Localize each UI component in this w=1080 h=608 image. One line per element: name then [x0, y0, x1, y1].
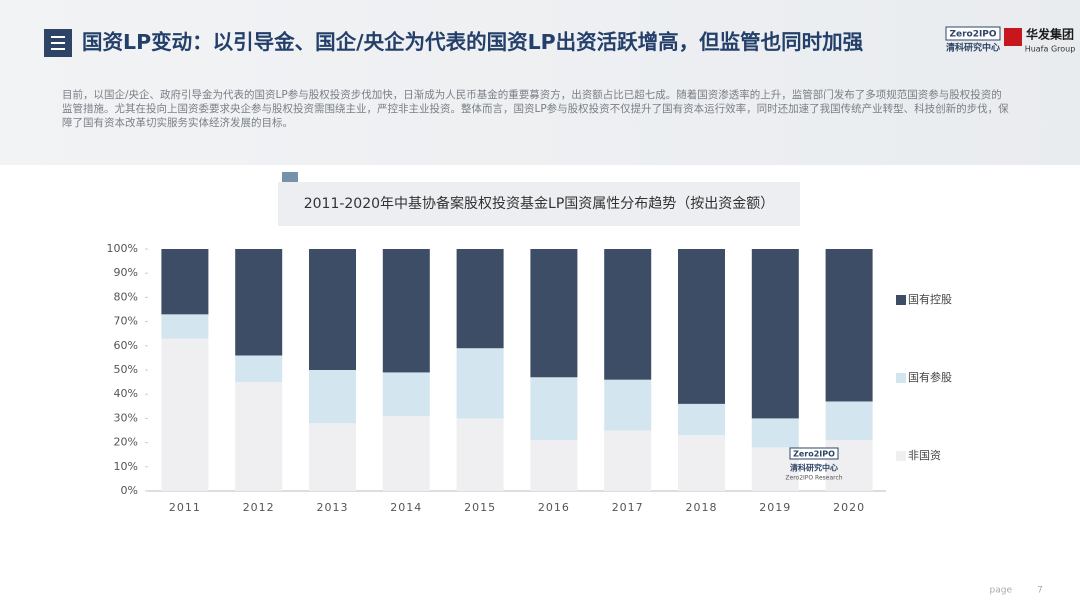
chart-title-box [278, 182, 800, 226]
bar-segment [604, 379, 652, 431]
bar-segment [678, 435, 725, 491]
chart-title: 2011-2020年中基协备案股权投资基金LP国资属性分布趋势（按出资金额） [304, 195, 775, 212]
x-tick-label: 2012 [243, 501, 275, 514]
bar-segment [382, 249, 430, 373]
bar-segment [825, 401, 873, 441]
x-tick-label: 2011 [169, 501, 201, 514]
bar-segment [309, 249, 356, 370]
bar-segment [309, 423, 356, 491]
bar-segment [161, 338, 209, 491]
bar-segment [235, 382, 283, 491]
x-tick-label: 2014 [390, 501, 422, 514]
bar-segment [456, 418, 504, 491]
bar-segment [382, 372, 430, 416]
bar-segment [530, 440, 578, 491]
logo-text: Huafa Group [1025, 45, 1076, 54]
page-label: page [990, 586, 1013, 596]
y-tick-label: 40% [114, 387, 138, 400]
y-tick-label: 60% [114, 339, 138, 352]
x-tick-label: 2020 [833, 501, 865, 514]
bar-segment [235, 355, 283, 383]
legend-swatch [896, 373, 906, 383]
bar-segment [825, 249, 873, 402]
bar-segment [604, 430, 652, 491]
y-tick-label: 20% [114, 436, 138, 449]
y-tick-label: 100% [107, 242, 138, 255]
logo-text: 清科研究中心 [946, 42, 1000, 54]
bar-segment [382, 415, 430, 491]
legend-label: 国有控股 [908, 292, 952, 306]
logo-text: 华发集团 [1026, 27, 1074, 42]
legend-label: 非国资 [908, 449, 941, 462]
bar-segment [751, 249, 799, 419]
y-tick-label: 70% [114, 315, 138, 328]
intro-text: 目前，以国企/央企、政府引导金为代表的国资LP参与股权投资步伐加快，日渐成为人民… [62, 89, 1009, 129]
logo-box [945, 26, 1001, 41]
x-tick-label: 2018 [686, 501, 718, 514]
watermark-box [789, 447, 839, 460]
x-tick-label: 2013 [317, 501, 349, 514]
legend-label: 国有参股 [908, 370, 952, 384]
header-band [0, 0, 1080, 165]
logo-text: Zero2IPO [949, 30, 996, 40]
bar-segment [309, 370, 356, 424]
x-tick-label: 2015 [464, 501, 496, 514]
bar-segment [530, 249, 578, 378]
menu-icon-lines [51, 36, 65, 50]
header-title: 国资LP变动：以引导金、国企/央企为代表的国资LP出资活跃增高，但监管也同时加强 [82, 30, 864, 54]
legend-swatch [896, 451, 906, 461]
y-tick-label: 80% [114, 290, 138, 303]
x-tick-label: 2017 [612, 501, 644, 514]
bar-segment [751, 418, 799, 448]
bar-segment [604, 249, 652, 380]
y-tick-label: 30% [114, 411, 138, 424]
bar-segment [235, 249, 283, 356]
bar-segment [678, 403, 725, 436]
bar-segment [161, 249, 209, 315]
logo-mark [1004, 28, 1022, 46]
y-tick-label: 90% [114, 266, 138, 279]
y-tick-label: 10% [114, 460, 138, 473]
bar-segment [678, 249, 725, 404]
y-tick-label: 50% [114, 363, 138, 376]
bar-segment [530, 377, 578, 441]
legend-swatch [896, 295, 906, 305]
x-tick-label: 2016 [538, 501, 570, 514]
watermark-text: Zero2IPO [793, 450, 835, 459]
page-number: 7 [1037, 586, 1043, 596]
bar-segment [456, 348, 504, 419]
y-tick-label: 0% [121, 484, 138, 497]
watermark-text: Zero2IPO Research [785, 475, 842, 482]
x-tick-label: 2019 [759, 501, 791, 514]
bar-segment [161, 314, 209, 339]
bar-segment [456, 249, 504, 349]
watermark-text: 清科研究中心 [790, 463, 838, 473]
